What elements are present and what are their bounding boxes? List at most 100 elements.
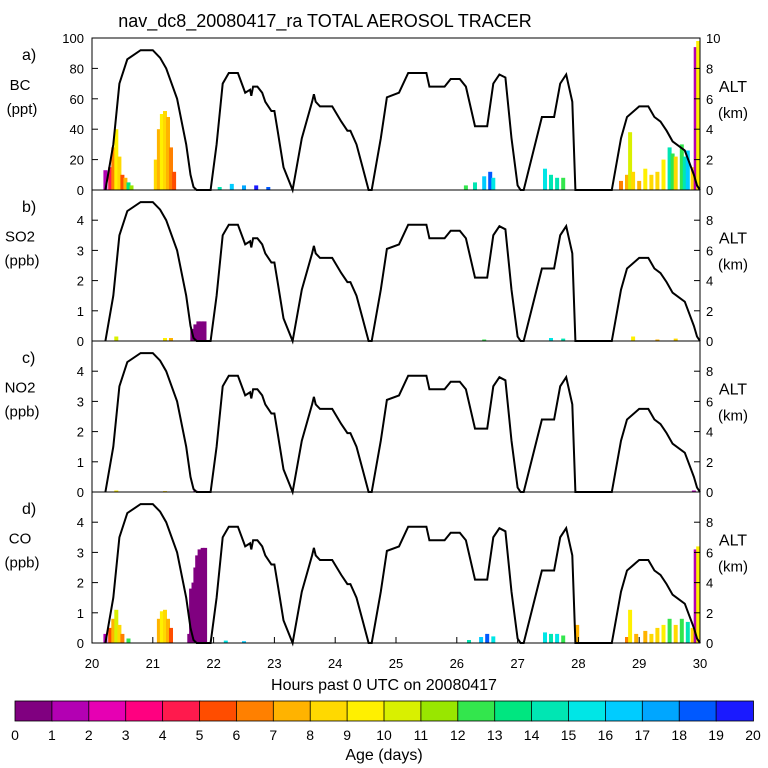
data-bar xyxy=(637,180,642,190)
x-tick-label: 30 xyxy=(693,656,707,671)
colorbar-swatch xyxy=(383,700,422,722)
alt-tick-label: 0 xyxy=(706,636,713,651)
y-tick-label: 40 xyxy=(70,122,84,137)
data-bar xyxy=(189,588,194,643)
colorbar-swatch xyxy=(531,700,570,722)
colorbar-swatch xyxy=(272,700,312,722)
data-bar xyxy=(673,338,678,341)
data-bar xyxy=(169,147,173,190)
y-tick-label: 1 xyxy=(77,455,84,470)
colorbar-swatch xyxy=(162,700,201,722)
colorbar-swatch xyxy=(715,700,754,722)
data-bar xyxy=(114,336,119,341)
data-bar xyxy=(156,129,161,190)
species-label: CO xyxy=(9,531,32,548)
data-bar xyxy=(667,618,672,643)
y-tick-label: 4 xyxy=(77,213,84,228)
panel-letter: d) xyxy=(22,501,36,518)
data-bar xyxy=(555,177,560,190)
colorbar-tick-label: 0 xyxy=(11,727,19,743)
alt-tick-label: 4 xyxy=(706,274,713,289)
data-bar xyxy=(655,339,660,341)
data-bar xyxy=(625,174,629,190)
x-tick-label: 25 xyxy=(389,656,403,671)
alt-tick-label: 0 xyxy=(706,485,713,500)
alt-tick-label: 6 xyxy=(706,545,713,560)
x-tick-label: 27 xyxy=(510,656,524,671)
alt-tick-label: 4 xyxy=(706,425,713,440)
panel-letter: b) xyxy=(22,199,36,216)
data-bar xyxy=(691,490,696,492)
data-bar xyxy=(114,129,119,190)
data-bar xyxy=(114,609,119,643)
data-bar xyxy=(197,549,202,643)
x-tick-label: 22 xyxy=(206,656,220,671)
y-tick-label: 20 xyxy=(70,153,84,168)
alt-tick-label: 10 xyxy=(706,31,720,46)
data-bar xyxy=(649,174,654,190)
alt-tick-label: 6 xyxy=(706,92,713,107)
y-tick-label: 0 xyxy=(77,636,84,651)
alt-axis-unit: (km) xyxy=(718,105,748,122)
data-bar xyxy=(491,177,496,190)
y-tick-label: 80 xyxy=(70,61,84,76)
data-bar xyxy=(103,170,108,190)
data-bar xyxy=(679,144,684,190)
colorbar-label: Age (days) xyxy=(345,747,422,764)
alt-axis-label: ALT xyxy=(719,533,747,550)
species-unit: (ppb) xyxy=(4,404,39,421)
data-bar xyxy=(575,624,580,643)
colorbar-tick-label: 17 xyxy=(635,727,651,743)
colorbar-tick-label: 11 xyxy=(414,727,429,743)
y-tick-label: 4 xyxy=(77,364,84,379)
data-bar xyxy=(693,549,698,643)
data-bar xyxy=(242,185,246,190)
data-bar xyxy=(667,147,672,190)
data-bar xyxy=(543,168,547,190)
colorbar-tick-label: 5 xyxy=(196,727,204,743)
x-tick-label: 28 xyxy=(571,656,585,671)
alt-tick-label: 6 xyxy=(706,243,713,258)
alt-tick-label: 8 xyxy=(706,364,713,379)
alt-axis-label: ALT xyxy=(719,231,747,248)
data-bar xyxy=(242,641,246,643)
data-bar xyxy=(202,321,207,341)
data-bar xyxy=(685,150,690,190)
species-unit: (ppb) xyxy=(4,253,39,270)
y-tick-label: 2 xyxy=(77,274,84,289)
x-tick-label: 29 xyxy=(632,656,646,671)
y-tick-label: 2 xyxy=(77,576,84,591)
data-bar xyxy=(482,176,487,190)
alt-axis-unit: (km) xyxy=(718,408,748,425)
colorbar-tick-label: 20 xyxy=(745,727,761,743)
data-bar xyxy=(482,339,487,341)
alt-tick-label: 0 xyxy=(706,183,713,198)
data-bar xyxy=(670,153,675,190)
data-bar xyxy=(120,633,125,643)
colorbar-swatch xyxy=(494,700,533,722)
data-bar xyxy=(696,546,701,643)
colorbar-swatch xyxy=(678,700,718,722)
data-bar xyxy=(543,632,547,643)
alt-tick-label: 8 xyxy=(706,213,713,228)
data-bar xyxy=(229,183,234,190)
data-bar xyxy=(549,174,553,190)
data-bar xyxy=(126,638,131,643)
colorbar-tick-label: 12 xyxy=(450,727,466,743)
data-bar xyxy=(673,624,678,643)
data-bar xyxy=(111,147,116,190)
data-bar xyxy=(682,156,687,190)
data-bar xyxy=(114,490,119,492)
data-bar xyxy=(200,547,205,643)
y-tick-label: 60 xyxy=(70,92,84,107)
data-bar xyxy=(203,547,208,643)
colorbar-tick-label: 13 xyxy=(487,727,503,743)
colorbar-swatch xyxy=(235,700,275,722)
colorbar-swatch xyxy=(14,700,53,722)
altitude-line xyxy=(104,49,701,194)
colorbar-swatch xyxy=(88,700,127,722)
species-label: SO2 xyxy=(5,229,35,246)
panel-so2: 0 1 2 3 4 0 2 4 6 8 b) SO2 (ppb) ALT (km) xyxy=(4,189,748,349)
x-tick-label: 21 xyxy=(146,656,160,671)
colorbar-tick-label: 16 xyxy=(598,727,614,743)
